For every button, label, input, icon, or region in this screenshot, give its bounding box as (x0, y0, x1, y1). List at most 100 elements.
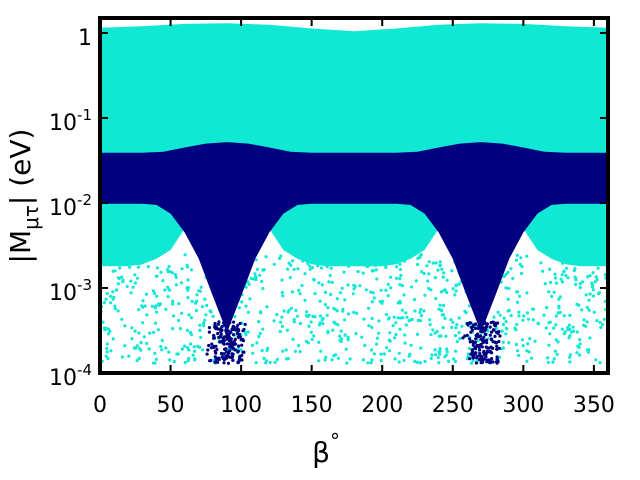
cyan-point (450, 269, 454, 273)
cyan-point (261, 327, 265, 331)
cyan-point (198, 328, 202, 332)
cyan-point (457, 282, 461, 286)
cyan-point (521, 318, 525, 322)
navy-point (229, 330, 233, 334)
cyan-point (351, 292, 355, 296)
cyan-point (120, 253, 124, 257)
cyan-point (174, 275, 178, 279)
cyan-point (439, 290, 443, 294)
cyan-point (279, 320, 283, 324)
cyan-point (189, 342, 193, 346)
navy-point (474, 337, 478, 341)
navy-point (221, 357, 225, 361)
cyan-point (293, 349, 297, 353)
navy-point (468, 337, 472, 341)
cyan-point (336, 323, 340, 327)
cyan-point (553, 276, 558, 280)
cyan-point (280, 324, 284, 328)
cyan-point (457, 316, 461, 320)
cyan-point (454, 289, 458, 293)
cyan-point (327, 280, 331, 284)
cyan-point (591, 271, 595, 275)
navy-point (224, 356, 228, 361)
cyan-point (255, 267, 259, 271)
cyan-point (106, 356, 110, 361)
cyan-point (423, 359, 427, 364)
cyan-point (430, 353, 434, 357)
cyan-point (418, 361, 422, 365)
cyan-point (375, 336, 379, 340)
cyan-point (566, 328, 570, 332)
cyan-point (428, 323, 432, 327)
cyan-point (347, 264, 351, 268)
cyan-point (560, 327, 564, 331)
cyan-point (440, 309, 444, 313)
cyan-point (585, 348, 590, 352)
navy-point (218, 340, 222, 344)
navy-point (497, 339, 501, 344)
cyan-point (339, 337, 344, 341)
navy-point (482, 335, 486, 339)
cyan-point (109, 294, 113, 298)
cyan-point (595, 277, 599, 282)
navy-point (228, 342, 232, 346)
navy-point (466, 323, 470, 327)
navy-point (225, 342, 229, 346)
cyan-point (586, 275, 590, 279)
cyan-point (164, 346, 168, 350)
cyan-point (106, 327, 111, 331)
cyan-point (183, 360, 187, 365)
navy-point (476, 332, 480, 336)
cyan-point (413, 309, 417, 313)
navy-point (226, 320, 230, 324)
cyan-point (542, 313, 546, 317)
navy-point (228, 349, 232, 353)
cyan-point (179, 281, 184, 285)
cyan-point (312, 334, 316, 338)
cyan-point (154, 274, 158, 278)
cyan-point (369, 361, 373, 365)
cyan-point (367, 324, 371, 328)
cyan-point (183, 344, 187, 348)
cyan-point (525, 311, 530, 315)
cyan-point (440, 313, 444, 317)
navy-point (213, 360, 217, 364)
navy-point (488, 361, 492, 365)
cyan-point (326, 306, 330, 310)
cyan-point (582, 318, 586, 322)
cyan-point (130, 326, 134, 330)
cyan-point (167, 264, 171, 269)
cyan-point (141, 321, 145, 325)
navy-point (231, 358, 235, 362)
cyan-point (159, 345, 163, 349)
navy-point (224, 328, 228, 332)
y-tick-label: 1 (78, 26, 92, 51)
cyan-point (346, 312, 351, 316)
cyan-point (515, 253, 519, 257)
cyan-point (249, 276, 253, 281)
cyan-point (199, 285, 203, 289)
cyan-point (109, 301, 113, 305)
cyan-point (555, 352, 559, 356)
cyan-point (404, 323, 408, 327)
cyan-point (377, 331, 381, 335)
cyan-point (423, 293, 427, 297)
cyan-point (550, 294, 554, 299)
navy-point (212, 336, 216, 340)
cyan-point (164, 307, 168, 311)
cyan-point (323, 303, 327, 307)
cyan-point (379, 288, 383, 292)
cyan-point (517, 353, 521, 358)
cyan-point (189, 268, 194, 272)
cyan-point (332, 306, 336, 311)
cyan-point (517, 310, 521, 314)
cyan-point (141, 305, 145, 309)
cyan-point (451, 320, 455, 324)
cyan-point (172, 359, 176, 364)
cyan-point (188, 330, 193, 334)
cyan-point (588, 274, 592, 278)
cyan-point (525, 254, 529, 258)
cyan-point (250, 343, 255, 347)
cyan-point (434, 353, 438, 357)
navy-point (237, 332, 242, 336)
